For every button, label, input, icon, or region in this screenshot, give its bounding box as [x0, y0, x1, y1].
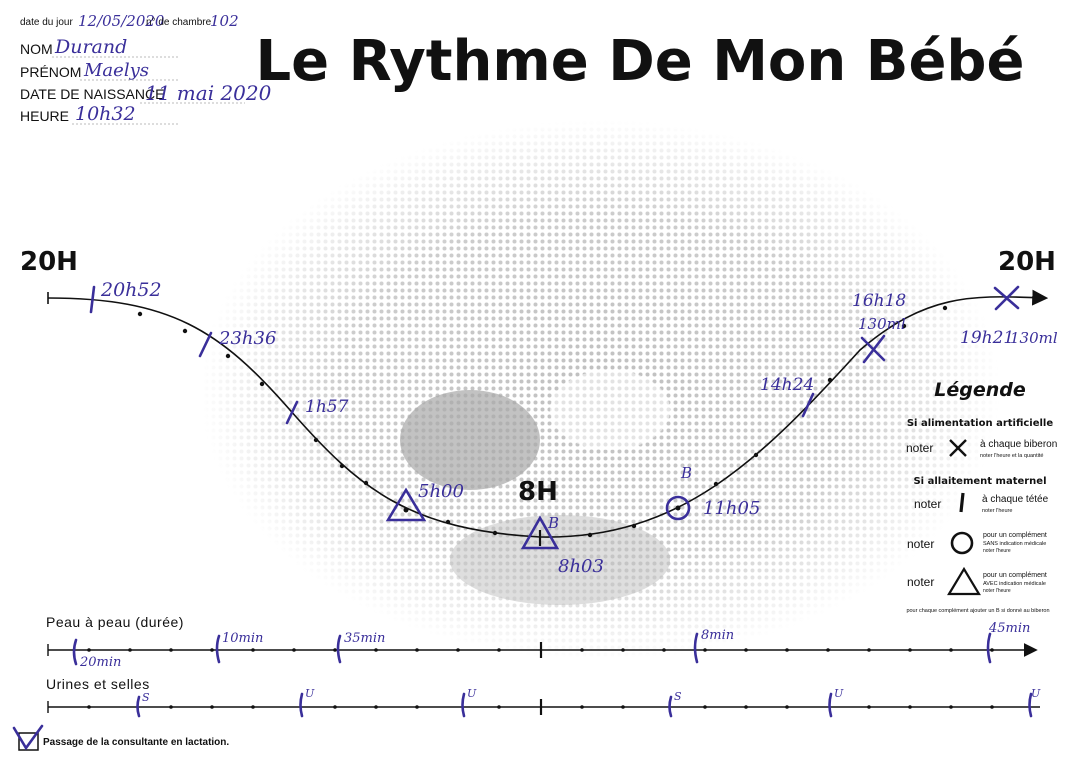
heure-value: 10h32 [75, 103, 136, 125]
legend-circle-noter: noter [907, 537, 934, 551]
urines-entry-text: U [1031, 687, 1041, 700]
legend-artificial-desc: à chaque biberon [980, 439, 1057, 450]
peau-entry-4: 8min [693, 628, 734, 664]
peau-entry-text: 8min [701, 628, 734, 643]
peau-entry-text: 10min [222, 631, 263, 646]
urines-entry-5: U [828, 687, 844, 718]
page-title: Le Rythme De Mon Bébé [256, 29, 1025, 94]
urines-entry-text: U [305, 687, 315, 700]
peau-entry-5: 45min [986, 621, 1030, 664]
event-time: 5h00 [418, 481, 464, 502]
event-time: 16h18 [852, 291, 906, 311]
urines-entry-4: S [668, 690, 682, 718]
peau-entry-3: 35min [336, 631, 385, 664]
background-photo [180, 110, 1040, 670]
heure-label: HEURE [20, 108, 69, 124]
legend-breast-desc: à chaque tétée [982, 494, 1049, 505]
event-time: 23h36 [218, 328, 276, 349]
naissance-value: 11 mai 2020 [145, 81, 272, 105]
event-note: B [680, 464, 692, 482]
peau-entry-text: 35min [344, 631, 385, 646]
day-curve [47, 289, 1049, 546]
legend-breast-noter: noter [914, 497, 941, 511]
naissance-label: DATE DE NAISSANCE [20, 86, 164, 102]
urines-entry-3: U [461, 687, 477, 718]
urines-ticks [87, 705, 994, 709]
event-time: 11h05 [703, 498, 760, 519]
urines-label: Urines et selles [46, 676, 150, 692]
date-label: date du jour [20, 17, 73, 28]
legend-triangle-desc: pour un complément [983, 572, 1047, 579]
peau-entry-1: 20min [72, 638, 121, 670]
legend-circle-sub: noter l'heure [983, 548, 1011, 554]
event-time: 20h52 [100, 279, 162, 301]
hour-label-left: 20H [20, 247, 78, 277]
urines-entry-1: S [136, 691, 150, 718]
peau-entry-text: 45min [988, 621, 1030, 636]
legend-triangle-sub: noter l'heure [983, 588, 1011, 594]
event-time: 8h03 [558, 556, 604, 577]
legend-title: Légende [934, 379, 1026, 401]
event-breastfeed-2: 23h36 [198, 328, 276, 358]
check-mark-icon [12, 724, 44, 751]
event-breastfeed-4: 14h24 [760, 375, 815, 418]
peau-ticks [87, 648, 994, 652]
legend-triangle-desc2: AVEC indication médicale [983, 581, 1046, 587]
urines-entry-text: U [834, 687, 844, 700]
legend-artificial-title: Si alimentation artificielle [907, 418, 1054, 429]
urines-entry-6: U [1028, 687, 1041, 718]
legend-triangle-noter: noter [907, 575, 934, 589]
urines-entry-text: S [142, 691, 150, 704]
peau-timeline: Peau à peau (durée) 20min 10min 35min [46, 614, 1038, 670]
legend: Légende Si alimentation artificielle not… [906, 379, 1057, 614]
legend-artificial-noter: noter [906, 441, 933, 455]
header-form: date du jour 12/05/2020 n° de chambre 10… [20, 12, 272, 125]
event-triangle-2: B 8h03 [520, 514, 604, 577]
event-note: 130ml [1010, 329, 1058, 347]
urines-entry-text: S [674, 690, 682, 703]
curve-ticks [137, 305, 948, 538]
nom-label: NOM [20, 41, 53, 57]
event-breastfeed-1: 20h52 [89, 279, 162, 314]
peau-entry-text: 20min [79, 655, 121, 670]
lactation-checkbox[interactable] [12, 724, 44, 751]
checkbox-box[interactable] [18, 732, 39, 751]
hour-label-middle: 8H [518, 477, 558, 507]
event-time: 14h24 [760, 375, 814, 395]
legend-circle-desc2: SANS indication médicale [983, 541, 1046, 547]
peau-label: Peau à peau (durée) [46, 614, 184, 630]
legend-footnote: pour chaque complément ajouter un B si d… [906, 608, 1049, 614]
room-value: 102 [210, 12, 239, 30]
event-triangle-1: 5h00 [385, 481, 464, 522]
legend-breast-title: Si allaitement maternel [913, 476, 1046, 487]
date-value: 12/05/2020 [78, 12, 165, 30]
urines-entry-2: U [299, 687, 315, 718]
legend-circle-desc: pour un complément [983, 532, 1047, 539]
nom-value: Durand [54, 36, 127, 58]
urines-timeline: Urines et selles S U U S [46, 676, 1041, 718]
prenom-value: Maelys [83, 60, 149, 81]
peau-entry-2: 10min [215, 631, 263, 664]
legend-breast-sub: noter l'heure [982, 508, 1012, 514]
event-bottle-1: 16h18 130ml [852, 291, 906, 364]
prenom-label: PRÉNOM [20, 64, 81, 80]
urines-entry-text: U [467, 687, 477, 700]
curve-events: 20h52 23h36 1h57 5h00 B 8h03 B 11h05 [89, 279, 1058, 577]
event-note: 130ml [858, 315, 906, 333]
event-circle-1: B 11h05 [665, 464, 760, 521]
event-note: B [547, 514, 559, 532]
hour-label-right: 20H [998, 247, 1056, 277]
event-breastfeed-3: 1h57 [285, 397, 349, 425]
event-bottle-2: 19h21 130ml [960, 285, 1058, 348]
event-time: 1h57 [305, 397, 349, 417]
room-label: n° de chambre [146, 17, 212, 28]
event-time: 19h21 [960, 328, 1014, 348]
legend-artificial-sub: noter l'heure et la quantité [980, 453, 1043, 459]
lactation-label: Passage de la consultante en lactation. [43, 737, 229, 748]
